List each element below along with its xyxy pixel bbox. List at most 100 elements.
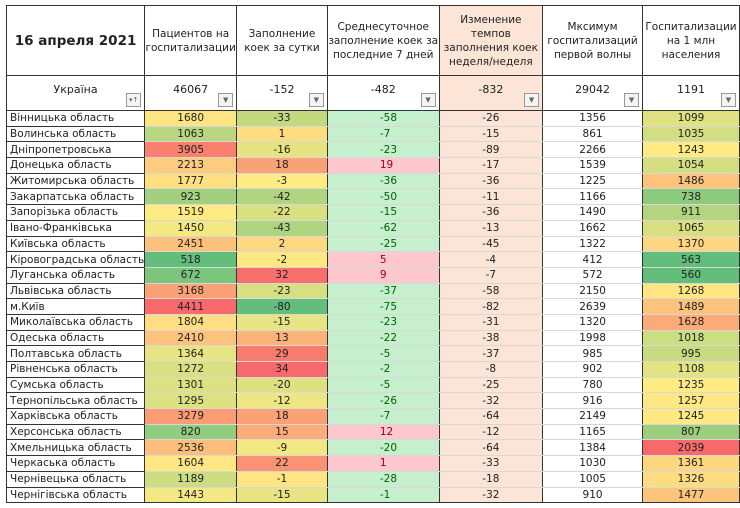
patients-cell[interactable]: 1519: [144, 204, 238, 221]
daily-fill-cell[interactable]: 18: [236, 157, 328, 174]
region-name[interactable]: Львівська область: [5, 283, 146, 300]
per-million-cell[interactable]: 807: [642, 424, 740, 441]
patients-cell[interactable]: 2536: [144, 439, 238, 457]
avg-7d-cell[interactable]: 19: [326, 157, 440, 174]
avg-7d-cell[interactable]: -37: [326, 283, 440, 300]
patients-cell[interactable]: 1777: [144, 173, 238, 190]
daily-fill-cell[interactable]: -2: [236, 251, 328, 268]
daily-fill-cell[interactable]: -3: [236, 173, 328, 190]
filter-dropdown-icon[interactable]: ▼: [308, 93, 324, 107]
filter-cell-patients[interactable]: 46067 ▼: [144, 75, 238, 111]
daily-fill-cell[interactable]: 18: [236, 408, 328, 425]
avg-7d-cell[interactable]: -15: [326, 204, 440, 221]
daily-fill-cell[interactable]: -12: [236, 392, 328, 410]
per-million-cell[interactable]: 1018: [642, 330, 740, 347]
first-wave-max-cell[interactable]: 2150: [542, 283, 644, 300]
avg-7d-cell[interactable]: -26: [326, 392, 440, 410]
first-wave-max-cell[interactable]: 572: [542, 267, 644, 284]
avg-7d-cell[interactable]: -36: [326, 173, 440, 190]
region-name[interactable]: Донецька область: [5, 157, 146, 174]
avg-7d-cell[interactable]: -58: [326, 110, 440, 127]
first-wave-max-cell[interactable]: 780: [542, 377, 644, 394]
daily-fill-cell[interactable]: 13: [236, 330, 328, 347]
sort-filter-icon[interactable]: ▾↑: [126, 93, 142, 107]
trend-change-cell[interactable]: -38: [438, 330, 544, 347]
trend-change-cell[interactable]: -13: [438, 220, 544, 237]
patients-cell[interactable]: 1804: [144, 314, 238, 331]
trend-change-cell[interactable]: -89: [438, 141, 544, 159]
first-wave-max-cell[interactable]: 902: [542, 361, 644, 378]
region-name[interactable]: Житомирська область: [5, 173, 146, 190]
first-wave-max-cell[interactable]: 412: [542, 251, 644, 268]
patients-cell[interactable]: 1364: [144, 345, 238, 362]
first-wave-max-cell[interactable]: 861: [542, 126, 644, 143]
region-name[interactable]: Івано-Франківська: [5, 220, 146, 237]
patients-cell[interactable]: 3279: [144, 408, 238, 425]
per-million-cell[interactable]: 1326: [642, 471, 740, 488]
trend-change-cell[interactable]: -33: [438, 455, 544, 472]
patients-cell[interactable]: 3168: [144, 283, 238, 300]
region-name[interactable]: Рівненська область: [5, 361, 146, 378]
trend-change-cell[interactable]: -64: [438, 439, 544, 457]
daily-fill-cell[interactable]: -33: [236, 110, 328, 127]
region-name[interactable]: Волинська область: [5, 126, 146, 143]
trend-change-cell[interactable]: -26: [438, 110, 544, 127]
per-million-cell[interactable]: 1035: [642, 126, 740, 143]
trend-change-cell[interactable]: -32: [438, 487, 544, 504]
trend-change-cell[interactable]: -11: [438, 188, 544, 206]
avg-7d-cell[interactable]: -50: [326, 188, 440, 206]
first-wave-max-cell[interactable]: 985: [542, 345, 644, 362]
first-wave-max-cell[interactable]: 1322: [542, 236, 644, 253]
daily-fill-cell[interactable]: -22: [236, 204, 328, 221]
region-name[interactable]: Одеська область: [5, 330, 146, 347]
avg-7d-cell[interactable]: -23: [326, 141, 440, 159]
daily-fill-cell[interactable]: -43: [236, 220, 328, 237]
daily-fill-cell[interactable]: 15: [236, 424, 328, 441]
trend-change-cell[interactable]: -12: [438, 424, 544, 441]
filter-cell-first-wave-max[interactable]: 29042 ▼: [542, 75, 644, 111]
patients-cell[interactable]: 518: [144, 251, 238, 268]
avg-7d-cell[interactable]: -25: [326, 236, 440, 253]
patients-cell[interactable]: 1443: [144, 487, 238, 504]
patients-cell[interactable]: 1272: [144, 361, 238, 378]
region-name[interactable]: Тернопільська область: [5, 392, 146, 410]
first-wave-max-cell[interactable]: 1005: [542, 471, 644, 488]
avg-7d-cell[interactable]: -1: [326, 487, 440, 504]
per-million-cell[interactable]: 1628: [642, 314, 740, 331]
first-wave-max-cell[interactable]: 1998: [542, 330, 644, 347]
region-name[interactable]: Дніпропетровська: [5, 141, 146, 159]
daily-fill-cell[interactable]: 2: [236, 236, 328, 253]
per-million-cell[interactable]: 1065: [642, 220, 740, 237]
patients-cell[interactable]: 2410: [144, 330, 238, 347]
patients-cell[interactable]: 2213: [144, 157, 238, 174]
region-name[interactable]: Вінницька область: [5, 110, 146, 127]
filter-dropdown-icon[interactable]: ▼: [524, 93, 540, 107]
region-name[interactable]: Хмельницька область: [5, 439, 146, 457]
patients-cell[interactable]: 672: [144, 267, 238, 284]
per-million-cell[interactable]: 560: [642, 267, 740, 284]
trend-change-cell[interactable]: -58: [438, 283, 544, 300]
first-wave-max-cell[interactable]: 916: [542, 392, 644, 410]
avg-7d-cell[interactable]: -28: [326, 471, 440, 488]
patients-cell[interactable]: 1450: [144, 220, 238, 237]
patients-cell[interactable]: 1063: [144, 126, 238, 143]
first-wave-max-cell[interactable]: 910: [542, 487, 644, 504]
avg-7d-cell[interactable]: 9: [326, 267, 440, 284]
avg-7d-cell[interactable]: -5: [326, 377, 440, 394]
region-name[interactable]: Закарпатська область: [5, 188, 146, 206]
first-wave-max-cell[interactable]: 1356: [542, 110, 644, 127]
avg-7d-cell[interactable]: -5: [326, 345, 440, 362]
avg-7d-cell[interactable]: -7: [326, 408, 440, 425]
filter-cell-per-million[interactable]: 1191 ▼: [642, 75, 740, 111]
trend-change-cell[interactable]: -32: [438, 392, 544, 410]
daily-fill-cell[interactable]: -42: [236, 188, 328, 206]
patients-cell[interactable]: 4411: [144, 298, 238, 315]
patients-cell[interactable]: 1189: [144, 471, 238, 488]
trend-change-cell[interactable]: -37: [438, 345, 544, 362]
region-name[interactable]: Херсонська область: [5, 424, 146, 441]
daily-fill-cell[interactable]: 1: [236, 126, 328, 143]
avg-7d-cell[interactable]: -23: [326, 314, 440, 331]
first-wave-max-cell[interactable]: 1225: [542, 173, 644, 190]
first-wave-max-cell[interactable]: 2639: [542, 298, 644, 315]
patients-cell[interactable]: 1295: [144, 392, 238, 410]
